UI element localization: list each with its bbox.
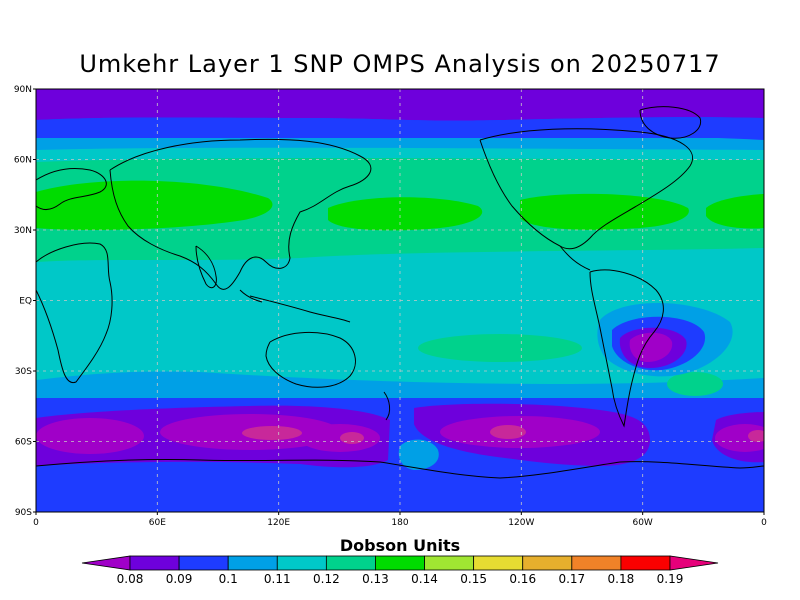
colorbar-upper-arrow: [669, 555, 719, 571]
colorbar-tick-label: 0.11: [264, 572, 291, 586]
coast-europe: [36, 167, 107, 211]
x-tick-label: 0: [33, 518, 39, 528]
colorbar-tick-label: 0.15: [460, 572, 487, 586]
x-tick-label: 180: [391, 518, 408, 528]
coast-new-zealand: [383, 391, 391, 421]
contour-blob-014-b: [328, 197, 483, 231]
contour-blob-008-a: [36, 418, 144, 454]
contour-pocket-011-antarctic: [398, 439, 439, 470]
contour-cap-010-north: [36, 117, 764, 140]
colorbar-swatch: [227, 555, 278, 571]
colorbar-title: Dobson Units: [339, 536, 461, 555]
contour-field: [36, 89, 764, 512]
contour-blob-014-c: [520, 193, 689, 230]
colorbar-tick-label: 0.14: [411, 572, 438, 586]
coast-indonesia: [239, 289, 351, 323]
y-tick-label: 90S: [15, 508, 32, 518]
y-tick-label: 30S: [15, 367, 32, 377]
colorbar-tick-label: 0.1: [219, 572, 238, 586]
y-tick-label: 30N: [14, 226, 32, 236]
contour-blob-013-south: [418, 334, 582, 362]
contour-blob-007-c: [490, 425, 526, 439]
colorbar-swatch: [129, 555, 180, 571]
coast-india: [195, 245, 217, 289]
colorbar-swatch: [473, 555, 524, 571]
contour-blob-007-d: [748, 430, 764, 442]
colorbar-swatch: [375, 555, 425, 571]
contour-blob-008-e: [715, 424, 764, 452]
coast-africa: [36, 242, 113, 384]
coast-australia: [265, 331, 356, 388]
colorbar-tick-label: 0.08: [117, 572, 144, 586]
contour-blob-007-a: [242, 426, 302, 440]
colorbar-swatch: [424, 555, 475, 571]
colorbar-tick-label: 0.13: [362, 572, 389, 586]
colorbar-swatch: [178, 555, 229, 571]
contour-blob-007-b: [340, 432, 364, 444]
x-tick-label: 60W: [632, 518, 652, 528]
x-tick-label: 120W: [508, 518, 534, 528]
coast-asia: [109, 138, 372, 290]
coast-central-america: [559, 245, 591, 271]
colorbar-tick-label: 0.12: [313, 572, 340, 586]
x-axis: 0 60E 120E 180 120W 60W 0: [33, 512, 767, 528]
y-tick-label: 60N: [14, 156, 32, 166]
contour-blob-013-southeast: [667, 372, 723, 396]
y-tick-label: 60S: [15, 438, 32, 448]
colorbar-swatch: [522, 555, 573, 571]
y-tick-label: EQ: [19, 297, 32, 307]
coastlines: [36, 106, 764, 479]
colorbar-swatch: [325, 555, 376, 571]
colorbar-swatch: [276, 555, 327, 571]
grid-lines: [36, 89, 764, 512]
map-title: Umkehr Layer 1 SNP OMPS Analysis on 2025…: [79, 50, 721, 78]
colorbar-tick-label: 0.19: [657, 572, 684, 586]
colorbar-tick-label: 0.09: [166, 572, 193, 586]
contour-blob-014-a: [36, 180, 273, 230]
colorbar-swatch: [620, 555, 671, 571]
x-tick-label: 60E: [149, 518, 166, 528]
contour-blob-014-d: [706, 194, 764, 229]
coast-antarctica: [36, 458, 764, 479]
x-tick-label: 0: [761, 518, 767, 528]
y-axis: 90N 60N 30N EQ 30S 60S 90S: [14, 85, 36, 518]
coast-south-america: [589, 269, 664, 428]
colorbar-lower-arrow: [81, 555, 131, 571]
colorbar-swatch: [571, 555, 622, 571]
colorbar-tick-label: 0.18: [608, 572, 635, 586]
colorbar-tick-label: 0.16: [509, 572, 536, 586]
colorbar: 0.08 0.09 0.1 0.11 0.12 0.13 0.14 0.15 0.16 0.17 0…: [81, 555, 719, 586]
x-tick-label: 120E: [267, 518, 290, 528]
colorbar-tick-label: 0.17: [558, 572, 585, 586]
y-tick-label: 90N: [14, 85, 32, 95]
coast-greenland: [639, 106, 702, 139]
coast-north-america: [479, 128, 693, 250]
